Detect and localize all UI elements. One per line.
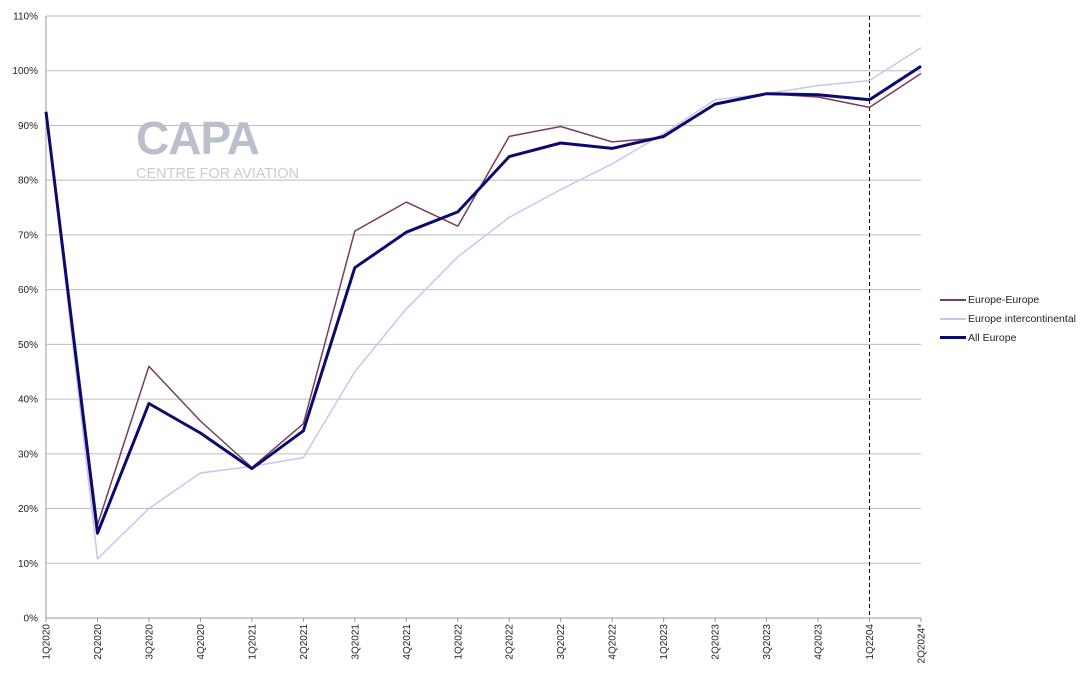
y-tick-label: 10% bbox=[18, 559, 38, 570]
watermark-brand: CAPA bbox=[136, 112, 260, 164]
x-tick-label: 3Q2020 bbox=[144, 624, 155, 660]
x-tick-label: 2Q2024* bbox=[917, 624, 928, 664]
legend-label: Europe-Europe bbox=[968, 293, 1040, 306]
x-tick-label: 4Q2023 bbox=[814, 624, 825, 660]
y-tick-label: 80% bbox=[18, 176, 38, 187]
legend: Europe-Europe Europe intercontinental Al… bbox=[940, 290, 1076, 347]
y-tick-label: 50% bbox=[18, 340, 38, 351]
x-tick-label: 2Q2023 bbox=[711, 624, 722, 660]
legend-swatch bbox=[940, 336, 966, 339]
x-tick-label: 3Q2022 bbox=[556, 624, 567, 660]
watermark-tagline: CENTRE FOR AVIATION bbox=[136, 166, 300, 182]
y-tick-label: 110% bbox=[13, 12, 38, 23]
x-tick-label: 4Q2021 bbox=[402, 624, 413, 660]
legend-item-all-europe: All Europe bbox=[940, 328, 1076, 347]
y-tick-label: 100% bbox=[12, 66, 38, 77]
legend-item-europe-europe: Europe-Europe bbox=[940, 290, 1076, 309]
series-line-europe-intercontinental bbox=[45, 47, 922, 560]
x-tick-label: 2Q2021 bbox=[299, 624, 310, 660]
x-tick-label: 2Q2020 bbox=[93, 624, 104, 660]
x-tick-label: 2Q2022 bbox=[505, 624, 516, 660]
x-tick-label: 3Q2021 bbox=[350, 624, 361, 660]
x-tick-label: 1Q2022 bbox=[453, 624, 464, 660]
x-tick-label: 1Q2204 bbox=[865, 624, 876, 660]
x-tick-label: 3Q2023 bbox=[762, 624, 773, 660]
series-line-all-europe bbox=[44, 65, 922, 535]
y-tick-label: 70% bbox=[18, 230, 38, 241]
x-tick-label: 1Q2023 bbox=[659, 624, 670, 660]
y-tick-label: 90% bbox=[18, 121, 38, 132]
x-tick-label: 4Q2020 bbox=[196, 624, 207, 660]
legend-item-europe-intercontinental: Europe intercontinental bbox=[940, 309, 1076, 328]
x-tick-label: 1Q2020 bbox=[42, 624, 53, 660]
series-line-europe-europe bbox=[45, 72, 922, 526]
y-tick-label: 20% bbox=[18, 504, 38, 515]
legend-label: All Europe bbox=[968, 331, 1017, 344]
legend-swatch bbox=[940, 298, 966, 301]
x-tick-label: 1Q2021 bbox=[247, 624, 258, 660]
capa-watermark: CAPA CENTRE FOR AVIATION bbox=[136, 112, 299, 183]
y-tick-label: 60% bbox=[18, 285, 38, 296]
legend-swatch bbox=[940, 317, 966, 320]
y-tick-label: 40% bbox=[18, 395, 38, 406]
y-tick-label: 0% bbox=[24, 614, 39, 625]
y-tick-label: 30% bbox=[18, 449, 38, 460]
x-tick-label: 4Q2022 bbox=[608, 624, 619, 660]
legend-label: Europe intercontinental bbox=[968, 312, 1076, 325]
